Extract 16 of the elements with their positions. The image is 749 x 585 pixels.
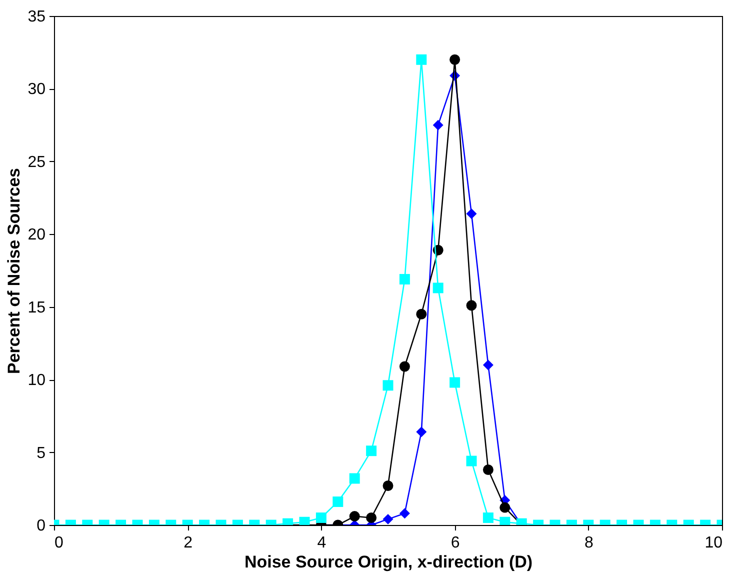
y-tick-label: 10: [28, 372, 46, 390]
x-tick-label: 2: [184, 534, 193, 552]
y-tick-label: 20: [28, 226, 46, 244]
x-tick-label: 4: [317, 534, 326, 552]
y-tick-label: 25: [28, 154, 46, 171]
y-tick-label: 5: [36, 444, 46, 462]
y-tick-label: 30: [28, 81, 46, 98]
x-tick-label: 8: [584, 534, 594, 552]
y-axis-title: Percent of Noise Sources: [4, 168, 24, 374]
x-tick-label: 10: [704, 534, 723, 552]
x-tick-label: 0: [54, 534, 64, 552]
x-tick-label: 6: [450, 534, 460, 552]
y-tick-label: 15: [28, 299, 46, 316]
y-tick-label: 0: [36, 518, 46, 534]
y-tick-label: 35: [28, 8, 46, 26]
x-axis-title: Noise Source Origin, x-direction (D): [244, 552, 533, 572]
